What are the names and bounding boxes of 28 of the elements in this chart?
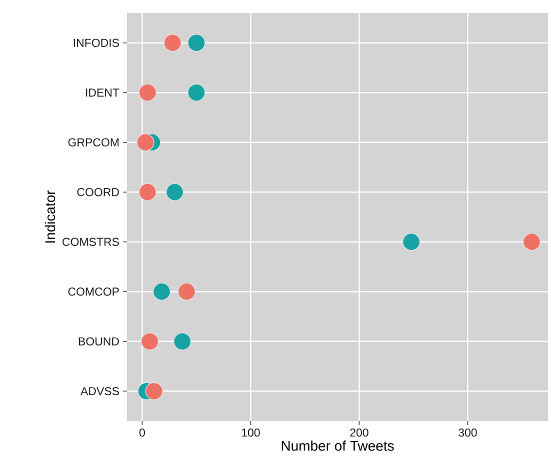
x-axis-title: Number of Tweets	[282, 440, 394, 451]
x-tick-label: 100	[242, 428, 260, 437]
y-tick-label: ADVSS	[80, 387, 119, 396]
point	[188, 34, 206, 52]
point	[138, 84, 156, 102]
y-tick-label: COMCOP	[68, 288, 119, 296]
y-tick-label: IDENT	[86, 88, 120, 97]
x-tick-label: 300	[458, 428, 477, 437]
y-tick-label: COMSTRS	[62, 238, 119, 246]
point	[138, 183, 156, 201]
y-tick-label: BOUND	[78, 337, 119, 346]
point	[174, 332, 192, 350]
point	[178, 282, 196, 300]
x-tick-label: 0	[139, 428, 145, 437]
point	[140, 332, 159, 350]
point	[152, 282, 171, 300]
x-tick-label: 200	[350, 428, 368, 437]
point	[188, 84, 206, 102]
point	[402, 233, 420, 251]
y-axis-title: Indicator	[44, 190, 56, 243]
y-tick-label: INFODIS	[74, 38, 119, 47]
point	[166, 183, 184, 201]
point	[522, 233, 541, 251]
point	[164, 34, 182, 52]
y-tick-label: GRPCOM	[68, 138, 119, 146]
point	[136, 134, 154, 152]
point	[145, 382, 163, 400]
y-tick-label: COORD	[77, 188, 119, 196]
